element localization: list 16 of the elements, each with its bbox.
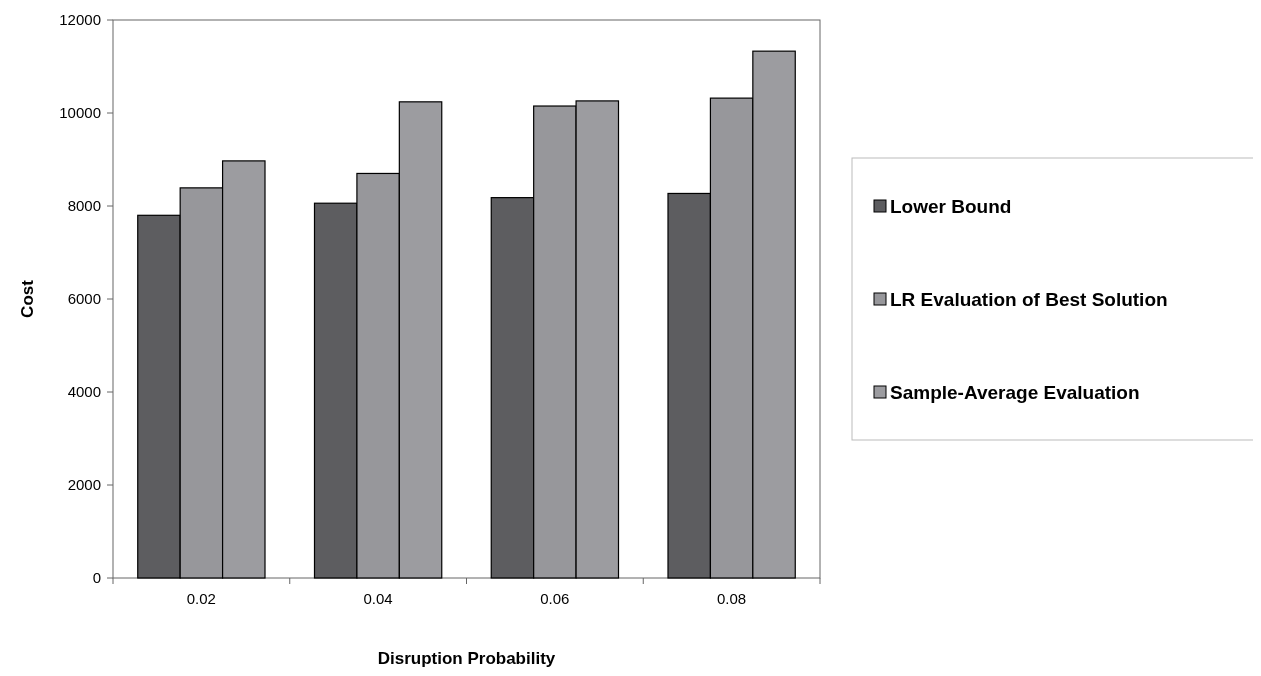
x-tick-label: 0.08 xyxy=(717,590,747,607)
legend-label: Sample-Average Evaluation xyxy=(890,381,1140,403)
x-axis-title: Disruption Probability xyxy=(377,649,556,668)
x-tick-label: 0.04 xyxy=(363,590,393,607)
legend-label: Lower Bound xyxy=(890,195,1012,217)
x-tick-label: 0.02 xyxy=(186,590,216,607)
y-tick-label: 0 xyxy=(92,569,101,587)
y-tick-label: 4000 xyxy=(67,383,101,401)
y-tick-label: 12000 xyxy=(59,11,101,29)
y-tick-label: 6000 xyxy=(67,290,101,308)
y-axis-title: Cost xyxy=(18,279,37,318)
y-tick-label: 10000 xyxy=(59,104,101,122)
y-tick-label: 2000 xyxy=(67,476,101,494)
legend-label: LR Evaluation of Best Solution xyxy=(890,288,1168,310)
x-tick-label: 0.06 xyxy=(540,590,570,607)
y-tick-label: 8000 xyxy=(67,197,101,215)
